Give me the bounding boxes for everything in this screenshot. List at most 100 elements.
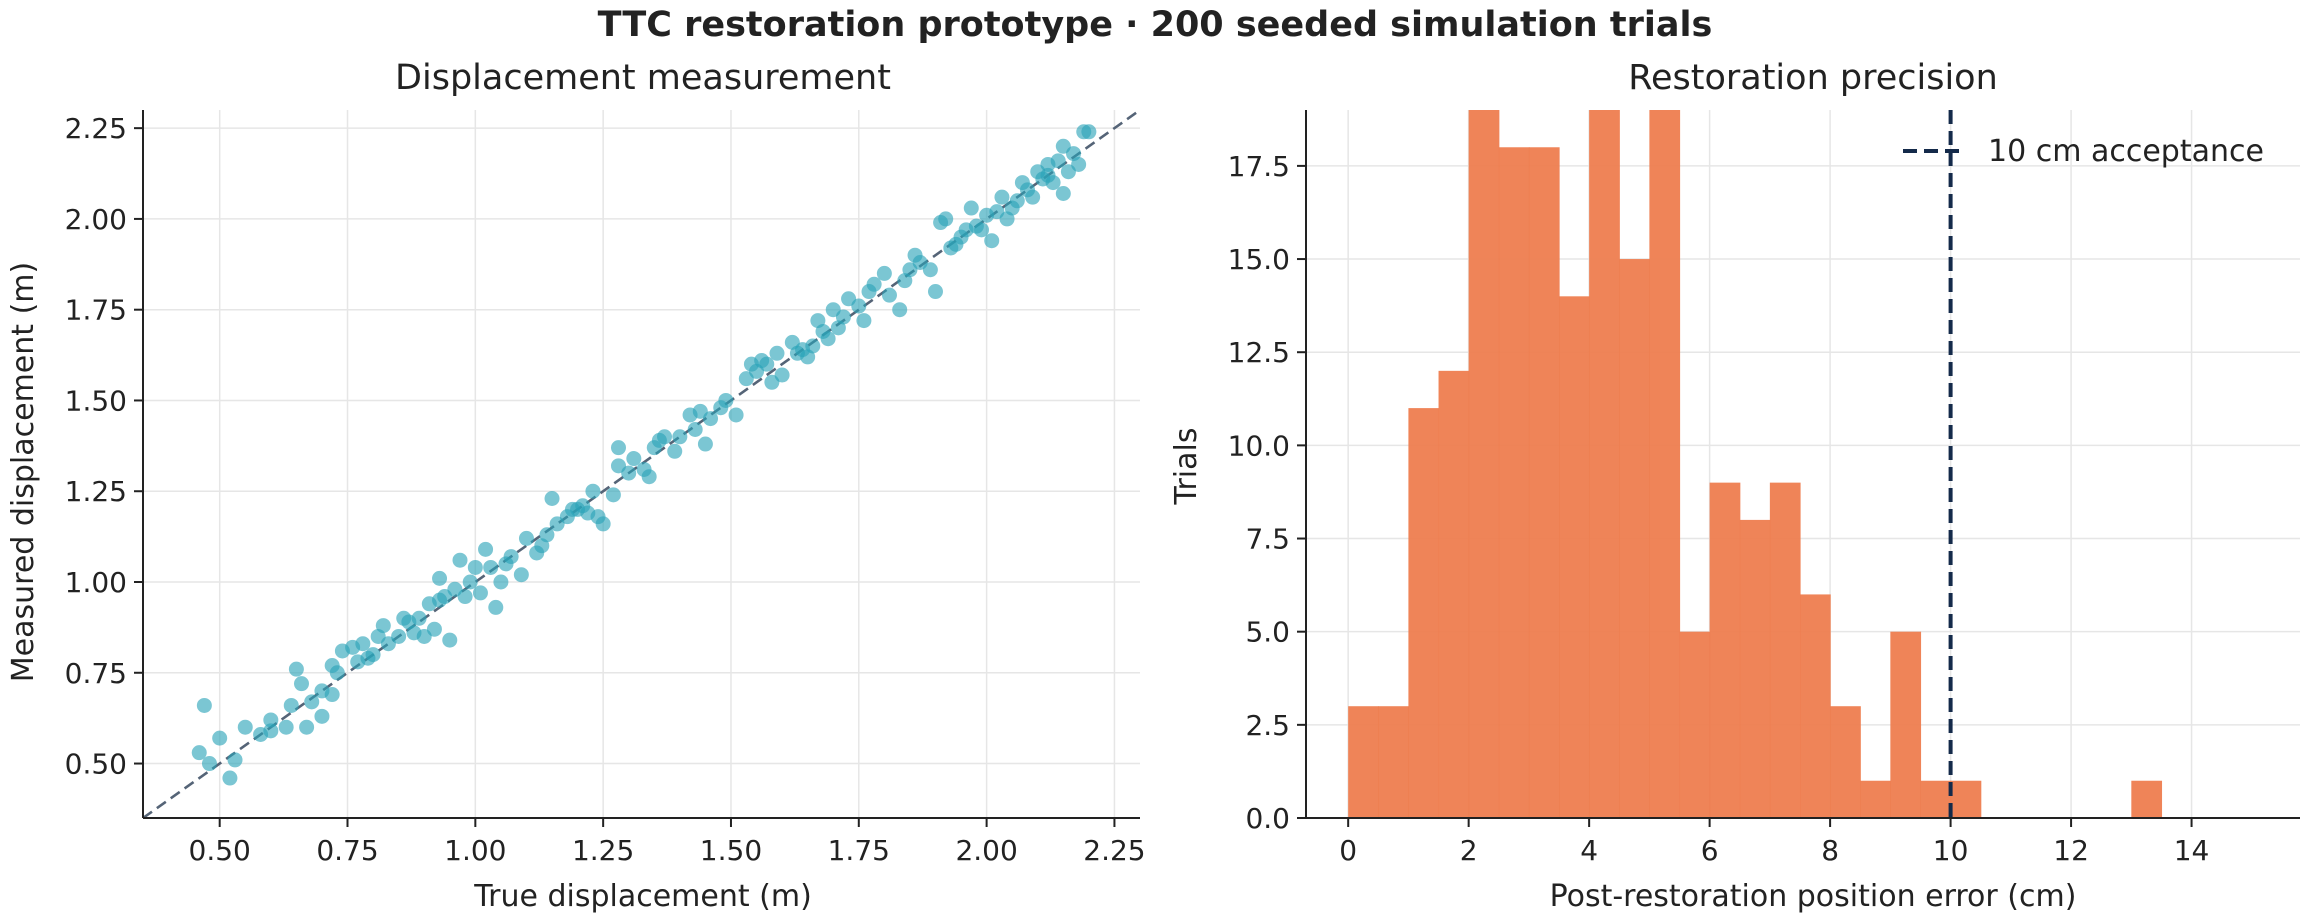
histogram-x-tick-label: 10 <box>1933 834 1969 867</box>
scatter-point <box>462 574 478 590</box>
scatter-point <box>927 284 943 300</box>
scatter-point <box>769 345 785 361</box>
histogram-x-axis-label: Post-restoration position error (cm) <box>1550 879 2077 914</box>
scatter-panel: Displacement measurement 0.50 0.75 1.00 1.2… <box>6 58 1146 914</box>
scatter-point <box>283 697 299 713</box>
scatter-point <box>626 451 642 467</box>
scatter-point <box>795 342 811 358</box>
scatter-point <box>293 676 309 692</box>
scatter-x-tick-label: 0.75 <box>316 834 378 867</box>
histogram-bar <box>1408 408 1440 818</box>
scatter-point <box>411 610 427 626</box>
scatter-point <box>621 465 637 481</box>
histogram-bars <box>1348 110 2163 819</box>
scatter-point <box>452 552 468 568</box>
histogram-x-tick-label: 4 <box>1580 834 1598 867</box>
histogram-bar <box>1348 706 1379 818</box>
scatter-point <box>472 585 488 601</box>
histogram-y-tick-label: 7.5 <box>1245 523 1290 556</box>
scatter-point <box>881 287 897 303</box>
scatter-point <box>391 628 407 644</box>
histogram-y-tick-label: 10.0 <box>1228 429 1290 462</box>
scatter-point <box>222 770 238 786</box>
histogram-bar <box>1559 296 1590 818</box>
scatter-point <box>375 618 391 634</box>
histogram-bar <box>1769 482 1801 818</box>
scatter-point <box>963 200 979 216</box>
scatter-point <box>605 487 621 503</box>
scatter-point <box>1025 189 1041 205</box>
scatter-point <box>365 647 381 663</box>
scatter-point <box>1009 193 1025 209</box>
scatter-point <box>564 501 580 517</box>
scatter-point <box>478 541 494 557</box>
scatter-y-axis-label: Measured displacement (m) <box>6 262 41 682</box>
histogram-bar <box>1950 780 1982 818</box>
scatter-point <box>1081 124 1097 140</box>
histogram-bar <box>1528 147 1560 818</box>
histogram-title: Restoration precision <box>1628 58 1998 98</box>
scatter-points <box>191 124 1097 786</box>
histogram-bar <box>1860 780 1891 818</box>
scatter-y-tick-label: 0.50 <box>65 748 127 781</box>
scatter-point <box>442 632 458 648</box>
scatter-point <box>907 247 923 263</box>
histogram-x-tick-label: 14 <box>2174 834 2210 867</box>
scatter-x-tick-label: 2.25 <box>1083 834 1145 867</box>
histogram-legend: 10 cm acceptance <box>1903 134 2264 169</box>
histogram-y-axis-label: Trials <box>1169 428 1204 506</box>
histogram-y-tick-label: 15.0 <box>1228 243 1290 276</box>
scatter-point <box>314 683 330 699</box>
scatter-point <box>687 422 703 438</box>
histogram-y-tick-label: 2.5 <box>1245 709 1290 742</box>
scatter-x-axis-label: True displacement (m) <box>473 879 812 914</box>
scatter-x-ticks: 0.50 0.75 1.00 1.25 1.50 1.75 2.00 2.25 <box>189 818 1146 867</box>
histogram-bar <box>1679 631 1711 818</box>
scatter-point <box>851 298 867 314</box>
scatter-gridlines <box>143 110 1140 818</box>
histogram-x-tick-label: 2 <box>1460 834 1478 867</box>
scatter-point <box>513 567 529 583</box>
scatter-point <box>539 527 555 543</box>
scatter-point <box>350 654 366 670</box>
scatter-point <box>994 189 1010 205</box>
scatter-x-tick-label: 2.00 <box>955 834 1017 867</box>
scatter-x-tick-label: 1.75 <box>828 834 890 867</box>
scatter-point <box>237 719 253 735</box>
scatter-x-tick-label: 1.00 <box>444 834 506 867</box>
scatter-y-tick-label: 0.75 <box>65 657 127 690</box>
histogram-y-ticks: 0.0 2.5 5.0 7.5 10.0 12.5 15.0 17.5 <box>1228 150 1306 835</box>
scatter-point <box>314 708 330 724</box>
scatter-y-tick-label: 2.00 <box>65 203 127 236</box>
scatter-point <box>585 483 601 499</box>
histogram-bar <box>1649 110 1681 818</box>
scatter-x-tick-label: 1.25 <box>572 834 634 867</box>
scatter-y-ticks: 0.50 0.75 1.00 1.25 1.50 1.75 2.00 2.25 <box>65 112 143 781</box>
scatter-y-tick-label: 1.50 <box>65 384 127 417</box>
histogram-panel: Restoration precision 0 2 4 6 8 10 12 14 0.0 2.5… <box>1169 58 2300 914</box>
histogram-bar <box>1739 519 1771 818</box>
scatter-point <box>938 211 954 227</box>
histogram-bar <box>1920 780 1952 818</box>
scatter-point <box>263 723 279 739</box>
histogram-bar <box>1378 706 1410 818</box>
scatter-point <box>426 621 442 637</box>
scatter-y-tick-label: 1.00 <box>65 566 127 599</box>
scatter-point <box>488 599 504 615</box>
histogram-axes <box>1305 110 2300 819</box>
scatter-x-tick-label: 0.50 <box>189 834 251 867</box>
scatter-point <box>718 392 734 408</box>
scatter-point <box>984 233 1000 249</box>
scatter-point <box>432 570 448 586</box>
scatter-point <box>774 367 790 383</box>
scatter-point <box>263 712 279 728</box>
scatter-point <box>672 429 688 445</box>
scatter-point <box>641 469 657 485</box>
scatter-point <box>355 636 371 652</box>
scatter-point <box>1071 156 1087 172</box>
histogram-x-tick-label: 0 <box>1339 834 1357 867</box>
scatter-point <box>876 265 892 281</box>
scatter-point <box>943 240 959 256</box>
histogram-y-tick-label: 17.5 <box>1228 150 1290 183</box>
